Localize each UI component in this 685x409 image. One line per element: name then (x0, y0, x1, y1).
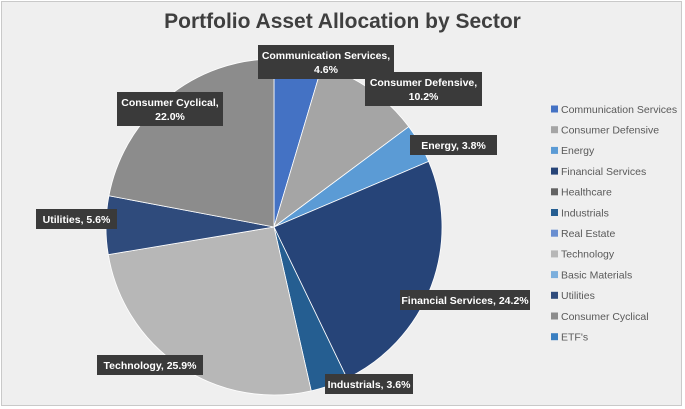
legend-swatch (551, 126, 558, 134)
legend-swatch (551, 312, 558, 320)
legend-item-healthcare: Healthcare (551, 187, 612, 199)
data-label-consumer-defensive: Consumer Defensive, 10.2% (365, 72, 482, 106)
legend: Communication Services Consumer Defensive… (551, 104, 677, 344)
data-label-box (400, 290, 530, 310)
legend-swatch (551, 271, 558, 279)
legend-label: Communication Services (561, 104, 677, 116)
legend-item-basic-materials: Basic Materials (551, 269, 632, 281)
legend-swatch (551, 188, 558, 196)
data-label-text: Industrials, 3.6% (328, 379, 412, 391)
legend-item-consumer-cyclical: Consumer Cyclical (551, 311, 649, 323)
legend-swatch (551, 291, 558, 299)
legend-label: Basic Materials (561, 269, 632, 281)
data-label-box (117, 92, 223, 126)
data-label-consumer-cyclical: Consumer Cyclical, 22.0% (117, 92, 223, 126)
legend-swatch (551, 209, 558, 216)
legend-label: Energy (561, 145, 595, 157)
legend-label: Healthcare (561, 187, 612, 199)
legend-item-communication-services: Communication Services (551, 104, 677, 116)
data-label-box (97, 355, 203, 375)
legend-swatch (551, 250, 558, 258)
data-label-box (410, 135, 497, 155)
legend-item-consumer-defensive: Consumer Defensive (551, 125, 659, 137)
chart-title: Portfolio Asset Allocation by Sector (164, 10, 521, 33)
legend-swatch (551, 167, 558, 175)
legend-item-technology: Technology (551, 249, 615, 261)
data-label-text: Financial Services, 24.2% (401, 295, 529, 307)
legend-swatch (551, 333, 558, 341)
legend-item-financial-services: Financial Services (551, 166, 646, 178)
legend-label: ETF's (561, 332, 588, 344)
data-labels: Communication Services, 4.6% Consumer Defe… (36, 45, 530, 394)
data-label-text: Consumer Cyclical, (121, 97, 219, 109)
data-label-text: Consumer Defensive, (370, 77, 477, 89)
data-label-utilities: Utilities, 5.6% (36, 209, 117, 229)
legend-item-real-estate: Real Estate (551, 228, 615, 240)
data-label-text: Utilities, 5.6% (43, 214, 111, 226)
legend-item-utilities: Utilities (551, 290, 595, 302)
legend-label: Utilities (561, 290, 595, 302)
legend-swatch (551, 229, 558, 237)
data-label-box (36, 209, 117, 229)
legend-item-etf-s: ETF's (551, 332, 588, 344)
data-label-box (325, 374, 413, 394)
legend-label: Financial Services (561, 166, 646, 178)
data-label-text: 4.6% (314, 64, 339, 76)
legend-item-energy: Energy (551, 145, 595, 157)
data-label-financial-services: Financial Services, 24.2% (400, 290, 530, 310)
data-label-text: Technology, 25.9% (104, 360, 198, 372)
legend-swatch (551, 105, 558, 113)
data-label-box (365, 72, 482, 106)
data-label-text: 10.2% (409, 91, 439, 103)
legend-label: Consumer Cyclical (561, 311, 649, 323)
data-label-text: Communication Services, (262, 50, 390, 62)
data-label-text: 22.0% (155, 111, 185, 123)
legend-label: Consumer Defensive (561, 125, 659, 137)
legend-label: Technology (561, 249, 615, 261)
data-label-industrials: Industrials, 3.6% (325, 374, 413, 394)
data-label-energy: Energy, 3.8% (410, 135, 497, 155)
legend-swatch (551, 146, 558, 154)
data-label-text: Energy, 3.8% (421, 140, 486, 152)
data-label-technology: Technology, 25.9% (97, 355, 203, 375)
legend-label: Industrials (561, 207, 609, 219)
legend-label: Real Estate (561, 228, 615, 240)
pie-slice-financial-services (273, 160, 443, 379)
legend-item-industrials: Industrials (551, 207, 609, 219)
